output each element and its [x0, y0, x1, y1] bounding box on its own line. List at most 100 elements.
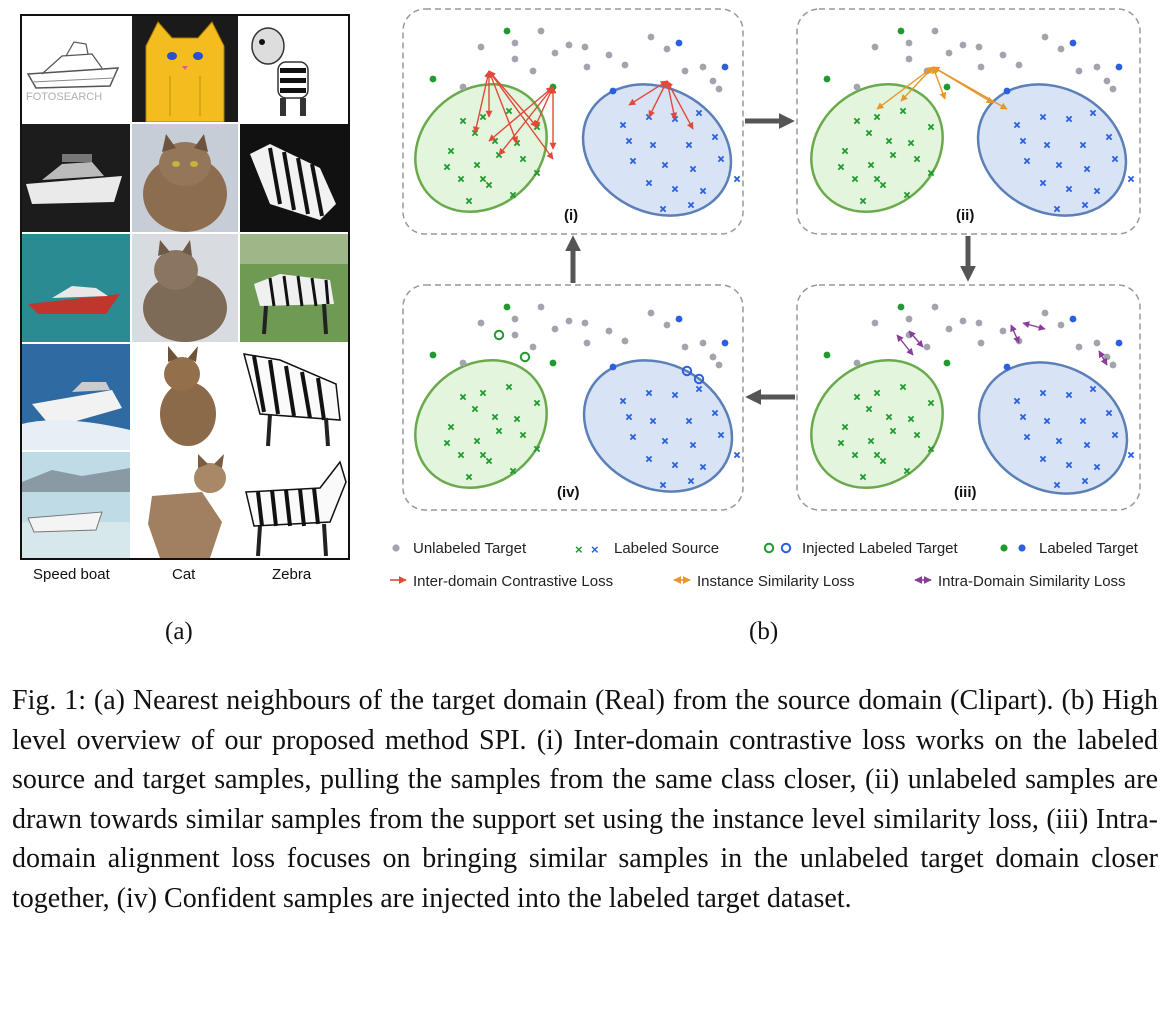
unlabeled-target-dot-iv-8 [605, 327, 613, 335]
labeled-source-green-cross-iv-12 [457, 451, 465, 459]
labeled-source-blue-cross-iv-8 [629, 433, 637, 441]
labeled-source-green-cross-iv-8 [473, 437, 481, 445]
panel-label-ii: (ii) [956, 207, 974, 224]
labeled-source-green-cross-iii-9 [889, 427, 897, 435]
labeled-target-blue-dot-ii-b [1069, 39, 1077, 47]
real-zebra-image-3 [240, 344, 348, 450]
labeled-target-blue-dot-iv-b [675, 315, 683, 323]
labeled-source-blue-cross-i-8 [629, 157, 637, 165]
labeled-source-green-cross-i-12 [457, 175, 465, 183]
labeled-source-green-cross-i-17 [479, 175, 487, 183]
labeled-source-blue-cross-iii-15 [1127, 451, 1135, 459]
subfigure-label-a: (a) [165, 618, 193, 645]
unlabeled-target-dot-ii-11 [1057, 45, 1065, 53]
legend-injected-labeled-target-label: Injected Labeled Target [802, 540, 959, 557]
labeled-source-blue-cross-ii-5 [1043, 141, 1051, 149]
legend-labeled-target-blue-dot [1018, 544, 1026, 552]
real-zebra-image-2 [240, 234, 348, 342]
labeled-source-blue-cross-i-4 [625, 137, 633, 145]
real-zebra-image-4 [240, 452, 348, 558]
labeled-source-green-cross-ii-5 [907, 139, 915, 147]
unlabeled-target-dot-ii-13 [1093, 63, 1101, 71]
labeled-target-green-dot-iv-a [429, 351, 437, 359]
watermark-text: FOTOSEARCH [26, 91, 102, 103]
unlabeled-target-dot-i-14 [709, 77, 717, 85]
unlabeled-target-dot-i-4 [551, 49, 559, 57]
legend-injected-blue-ring [780, 542, 792, 554]
labeled-source-green-cross-ii-10 [913, 155, 921, 163]
labeled-source-blue-cross-iii-4 [1019, 413, 1027, 421]
unlabeled-target-dot-iii-12 [1075, 343, 1083, 351]
real-zebra-image-1 [240, 124, 348, 232]
labeled-source-blue-cross-iv-2 [671, 391, 679, 399]
unlabeled-target-dot-iii-8 [999, 327, 1007, 335]
loss-arrows [472, 66, 1108, 366]
unlabeled-target-dot-iv-15 [715, 361, 723, 369]
labeled-source-blue-cross-i-13 [671, 185, 679, 193]
labeled-source-green-cross-iv-15 [465, 473, 473, 481]
inter-domain-arrow-a-2 [472, 70, 492, 134]
unlabeled-target-dot-iv-2 [537, 303, 545, 311]
unlabeled-target-dot-i-8 [605, 51, 613, 59]
labeled-source-green-cross-iii-6 [927, 399, 935, 407]
unlabeled-target-dot-i-10 [647, 33, 655, 41]
unlabeled-target-dot-i-13 [699, 63, 707, 71]
unlabeled-target-dot-iv-17 [529, 343, 537, 351]
labeled-target-blue-dot-i-c [721, 63, 729, 71]
unlabeled-target-dot-i-16 [583, 63, 591, 71]
unlabeled-target-dot-iii-2 [931, 303, 939, 311]
labeled-source-blue-cross-iv-17 [659, 481, 667, 489]
labeled-source-green-cross-ii-17 [873, 175, 881, 183]
instance-similarity-arrow-4 [932, 66, 1008, 110]
labeled-source-blue-cross-i-7 [711, 133, 719, 141]
labeled-source-blue-cross-iv-14 [699, 463, 707, 471]
labeled-source-blue-cross-iv-5 [649, 417, 657, 425]
legend-labeled-target-green-dot [1000, 544, 1008, 552]
unlabeled-target-dot-iv-7 [459, 359, 467, 367]
unlabeled-target-dot-ii-8 [999, 51, 1007, 59]
labeled-target-green-dot-ii-a [823, 75, 831, 83]
labeled-source-green-cross-iii-7 [841, 423, 849, 431]
labeled-source-green-cross-i-11 [533, 169, 541, 177]
unlabeled-target-dot-i-3 [511, 55, 519, 63]
labeled-source-green-cross-ii-11 [927, 169, 935, 177]
labeled-source-blue-cross-i-17 [659, 205, 667, 213]
unlabeled-target-dot-i-5 [565, 41, 573, 49]
labeled-source-blue-cross-ii-17 [1053, 205, 1061, 213]
unlabeled-target-dot-i-9 [621, 61, 629, 69]
panel-iv-blue-cluster [582, 359, 734, 493]
clipart-speed-boat-image: FOTOSEARCH [22, 16, 130, 122]
labeled-source-green-cross-iii-10 [913, 431, 921, 439]
panel-iii-green-cluster [810, 358, 944, 490]
unlabeled-target-dot-i-2 [537, 27, 545, 35]
unlabeled-target-dot-iv-14 [709, 353, 717, 361]
labeled-source-green-cross-iv-0 [459, 393, 467, 401]
method-overview-diagram: (i) (ii) (iii) (iv) Unlabeled Target × ×… [390, 8, 1141, 590]
labeled-source-blue-cross-ii-14 [1093, 187, 1101, 195]
labeled-source-blue-cross-ii-13 [1065, 185, 1073, 193]
legend-unlabeled-target-dot [392, 544, 400, 552]
legend-inter-domain-label: Inter-domain Contrastive Loss [413, 573, 613, 590]
real-speed-boat-image-4 [22, 452, 130, 558]
labeled-source-blue-cross-i-14 [699, 187, 707, 195]
labeled-target-blue-dot-ii-c [1115, 63, 1123, 71]
clipart-cat-image [132, 16, 238, 122]
labeled-source-blue-cross-iii-1 [1039, 389, 1047, 397]
labeled-source-blue-cross-ii-8 [1023, 157, 1031, 165]
labeled-source-blue-cross-iii-12 [1039, 455, 1047, 463]
subfigure-label-b: (b) [749, 618, 779, 645]
figure-caption: Fig. 1: (a) Nearest neighbours of the ta… [12, 685, 1158, 914]
labeled-source-green-cross-iv-9 [495, 427, 503, 435]
unlabeled-target-dot-iii-4 [945, 325, 953, 333]
unlabeled-target-dot-iii-3 [905, 331, 913, 339]
labeled-source-green-cross-i-13 [485, 181, 493, 189]
labeled-source-green-cross-iii-14 [903, 467, 911, 475]
unlabeled-target-dot-iv-11 [663, 321, 671, 329]
unlabeled-target-dot-iv-16 [583, 339, 591, 347]
labeled-source-blue-cross-iv-11 [717, 431, 725, 439]
column-label-speed-boat: Speed boat [33, 566, 110, 583]
labeled-target-blue-dot-iii-c [1115, 339, 1123, 347]
instance-similarity-arrow-2 [931, 66, 947, 100]
labeled-source-green-cross-iv-1 [479, 389, 487, 397]
injected-green-ring-1 [519, 351, 531, 363]
